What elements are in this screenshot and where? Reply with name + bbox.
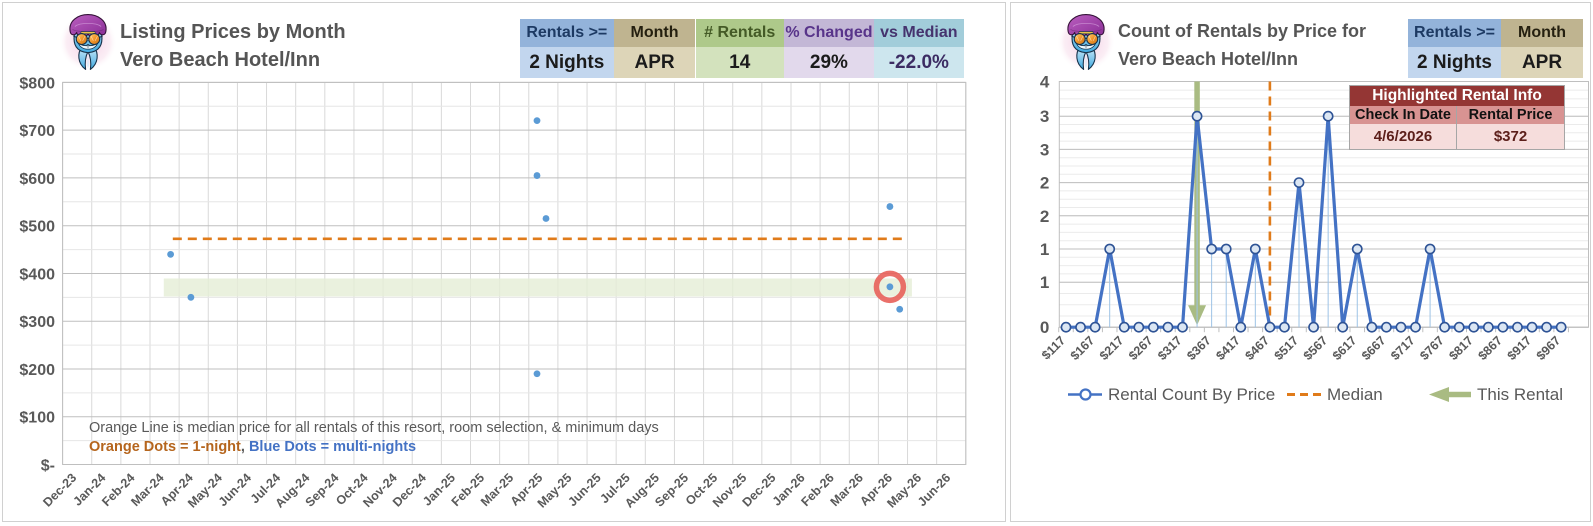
svg-text:Jun-26: Jun-26: [915, 471, 953, 509]
svg-text:$400: $400: [19, 266, 55, 283]
svg-text:Rental Count By Price: Rental Count By Price: [1108, 385, 1275, 404]
svg-text:Dec-25: Dec-25: [740, 471, 779, 510]
svg-text:$100: $100: [19, 410, 55, 427]
svg-text:Mar-24: Mar-24: [128, 471, 166, 509]
svg-text:Dec-24: Dec-24: [390, 471, 429, 510]
svg-text:Jun-24: Jun-24: [216, 471, 254, 509]
svg-text:$800: $800: [19, 75, 55, 92]
svg-text:Sep-25: Sep-25: [652, 471, 691, 510]
svg-text:$500: $500: [19, 219, 55, 236]
svg-text:Median: Median: [1327, 385, 1383, 404]
svg-text:Dec-23: Dec-23: [40, 471, 79, 510]
svg-text:This Rental: This Rental: [1477, 385, 1563, 404]
svg-text:Orange Line is median price fo: Orange Line is median price for all rent…: [89, 420, 659, 436]
svg-text:$300: $300: [19, 314, 55, 331]
svg-text:Jun-25: Jun-25: [565, 471, 603, 509]
svg-text:$-: $-: [41, 458, 55, 475]
svg-text:Orange Dots = 1-night, Blue Do: Orange Dots = 1-night, Blue Dots = multi…: [89, 439, 416, 455]
svg-text:$600: $600: [19, 171, 55, 188]
svg-text:$700: $700: [19, 123, 55, 140]
svg-text:$200: $200: [19, 362, 55, 379]
svg-text:Mar-25: Mar-25: [478, 471, 516, 509]
svg-text:Sep-24: Sep-24: [303, 471, 342, 510]
svg-text:Mar-26: Mar-26: [828, 471, 866, 509]
